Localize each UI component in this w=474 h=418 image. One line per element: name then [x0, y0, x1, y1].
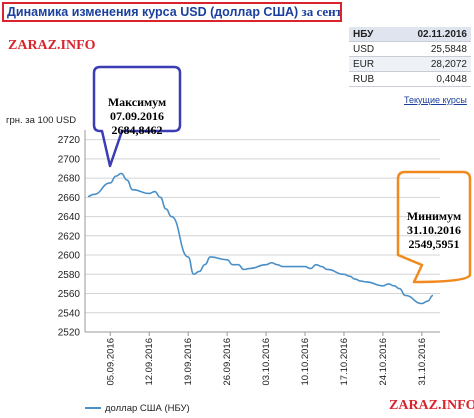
y-tick-label: 2540 — [58, 308, 81, 319]
x-tick-label: 10.10.2016 — [300, 338, 311, 386]
rates-header-row: НБУ 02.11.2016 — [349, 27, 471, 42]
min-callout-bubble — [396, 170, 472, 284]
y-tick-label: 2580 — [58, 270, 81, 281]
min-callout-text: Минимум 31.10.2016 2549,5951 — [400, 209, 468, 251]
y-tick-label: 2560 — [58, 289, 81, 300]
min-callout-title: Минимум — [406, 209, 462, 223]
y-tick-label: 2700 — [58, 154, 81, 165]
rates-row: USD 25,5848 — [349, 41, 471, 57]
watermark-bottom: ZARAZ.INFO — [389, 398, 474, 413]
x-tick-label: 17.10.2016 — [339, 338, 350, 386]
x-tick-label: 03.10.2016 — [261, 338, 272, 386]
x-tick-label: 19.09.2016 — [183, 338, 194, 386]
rates-value: 0,4048 — [390, 71, 471, 87]
gridlines — [85, 139, 440, 333]
max-callout-bubble — [92, 65, 182, 168]
rates-row: EUR 28,2072 — [349, 56, 471, 72]
y-axis-ticks: 2520 2540 2560 2580 2600 2620 2640 2660 2680 2700… — [58, 135, 81, 338]
current-rates-link[interactable]: Текущие курсы — [404, 95, 467, 105]
max-callout-value: 2684,8462 — [111, 123, 163, 137]
rates-header-date: 02.11.2016 — [390, 27, 471, 42]
legend-label: доллар США (НБУ) — [105, 403, 190, 414]
watermark-top: ZARAZ.INFO — [8, 38, 96, 53]
max-callout-text: Максимум 07.09.2016 2684,8462 — [96, 95, 178, 137]
y-tick-label: 2720 — [58, 135, 81, 146]
min-callout-date: 31.10.2016 — [407, 223, 461, 237]
rates-currency: EUR — [349, 56, 391, 72]
rates-currency: RUB — [349, 71, 391, 87]
rates-table: НБУ 02.11.2016 USD 25,5848 EUR 28,2072 R… — [349, 27, 471, 87]
min-callout-value: 2549,5951 — [408, 237, 460, 251]
y-axis-label: грн. за 100 USD — [6, 115, 77, 126]
rates-header-label: НБУ — [349, 27, 391, 42]
y-tick-label: 2620 — [58, 231, 81, 242]
y-tick-label: 2640 — [58, 212, 81, 223]
x-tick-label: 12.09.2016 — [144, 338, 155, 386]
legend: доллар США (НБУ) — [85, 403, 190, 414]
x-tick-label: 05.09.2016 — [105, 338, 116, 386]
rates-row: RUB 0,4048 — [349, 71, 471, 87]
y-tick-label: 2520 — [58, 328, 81, 339]
max-callout-date: 07.09.2016 — [110, 109, 164, 123]
x-tick-label: 24.10.2016 — [378, 338, 389, 386]
rates-value: 25,5848 — [390, 41, 471, 57]
max-callout-title: Максимум — [107, 95, 167, 109]
y-tick-label: 2680 — [58, 174, 81, 185]
x-axis-ticks: 05.09.2016 12.09.2016 19.09.2016 26.09.2016… — [105, 332, 428, 386]
x-tick-label: 31.10.2016 — [417, 338, 428, 386]
rates-value: 28,2072 — [390, 56, 471, 72]
title-part-2: за сентябрь- октябрь 2016г. — [301, 4, 342, 19]
chart-title: Динамика изменения курса USD (доллар США… — [2, 2, 342, 22]
y-tick-label: 2660 — [58, 193, 81, 204]
title-part-1: Динамика изменения курса USD (доллар США… — [7, 5, 299, 19]
series-line-usd — [87, 172, 434, 305]
rates-currency: USD — [349, 41, 391, 57]
x-tick-label: 26.09.2016 — [222, 338, 233, 386]
y-tick-label: 2600 — [58, 251, 81, 262]
